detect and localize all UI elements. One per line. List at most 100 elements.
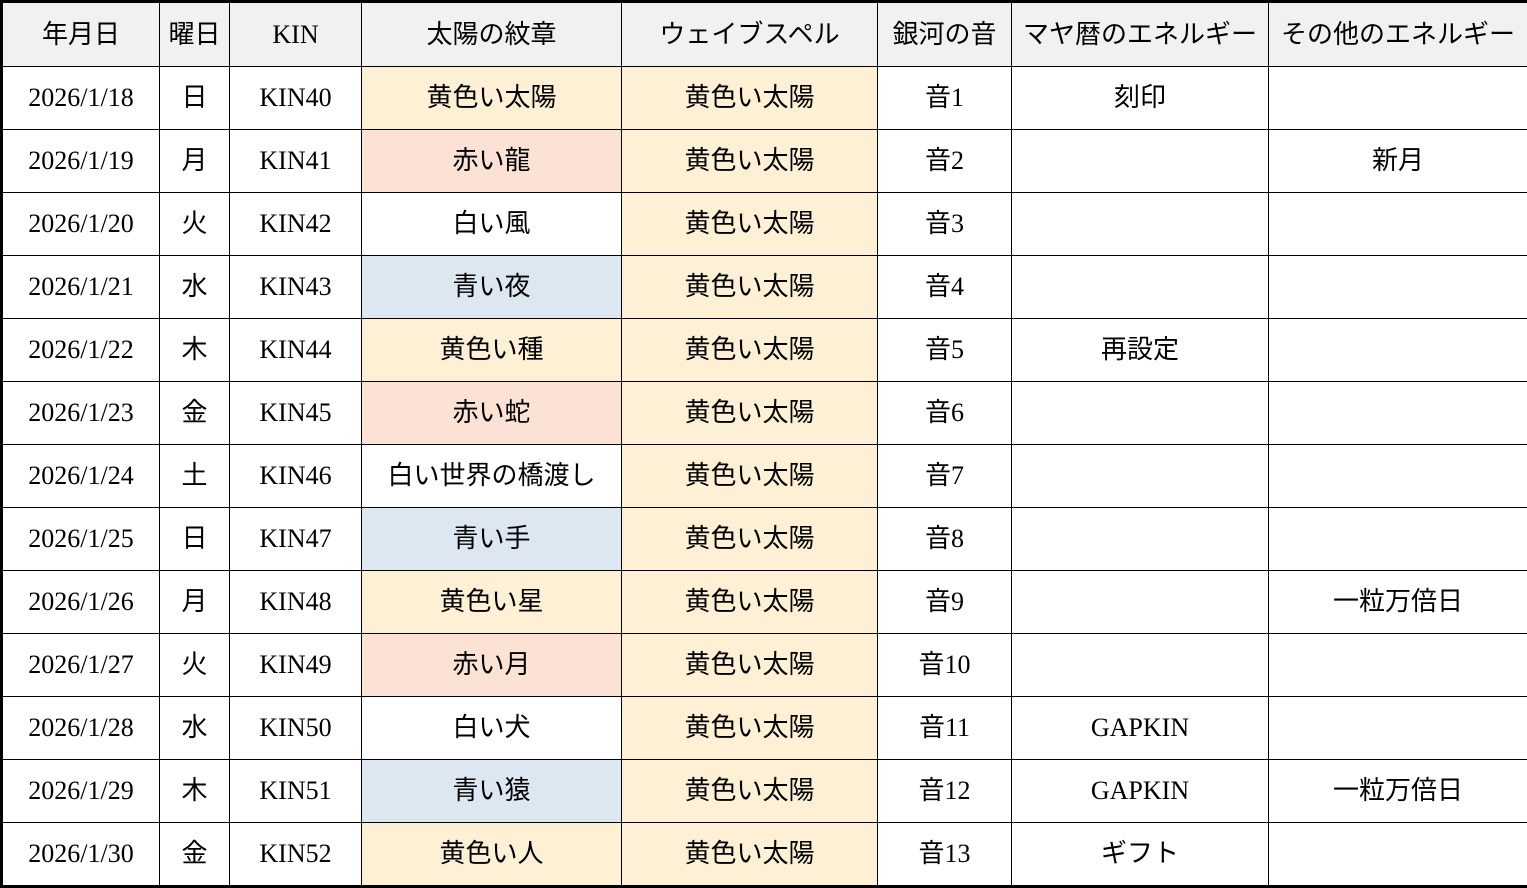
cell-kin: KIN51 — [230, 760, 362, 823]
cell-wavespell: 黄色い太陽 — [622, 445, 878, 508]
cell-day-of-week: 火 — [160, 634, 230, 697]
column-header-dow: 曜日 — [160, 2, 230, 67]
cell-kin: KIN43 — [230, 256, 362, 319]
cell-galactic-tone: 音9 — [878, 571, 1012, 634]
cell-wavespell: 黄色い太陽 — [622, 193, 878, 256]
cell-galactic-tone: 音5 — [878, 319, 1012, 382]
cell-wavespell: 黄色い太陽 — [622, 67, 878, 130]
cell-day-of-week: 木 — [160, 760, 230, 823]
cell-kin: KIN44 — [230, 319, 362, 382]
cell-day-of-week: 土 — [160, 445, 230, 508]
header-row: 年月日 曜日 KIN 太陽の紋章 ウェイブスペル 銀河の音 マヤ暦のエネルギー … — [2, 2, 1527, 67]
cell-date: 2026/1/25 — [2, 508, 160, 571]
cell-maya-energy — [1012, 571, 1269, 634]
cell-sun-seal: 青い夜 — [362, 256, 622, 319]
cell-maya-energy: GAPKIN — [1012, 760, 1269, 823]
cell-galactic-tone: 音6 — [878, 382, 1012, 445]
cell-sun-seal: 白い世界の橋渡し — [362, 445, 622, 508]
cell-other-energy: 一粒万倍日 — [1269, 760, 1527, 823]
cell-date: 2026/1/19 — [2, 130, 160, 193]
cell-other-energy: 新月 — [1269, 130, 1527, 193]
cell-wavespell: 黄色い太陽 — [622, 697, 878, 760]
table-header: 年月日 曜日 KIN 太陽の紋章 ウェイブスペル 銀河の音 マヤ暦のエネルギー … — [2, 2, 1527, 67]
cell-kin: KIN46 — [230, 445, 362, 508]
cell-other-energy — [1269, 697, 1527, 760]
cell-galactic-tone: 音10 — [878, 634, 1012, 697]
cell-other-energy — [1269, 319, 1527, 382]
cell-date: 2026/1/22 — [2, 319, 160, 382]
cell-date: 2026/1/20 — [2, 193, 160, 256]
cell-wavespell: 黄色い太陽 — [622, 760, 878, 823]
cell-date: 2026/1/28 — [2, 697, 160, 760]
cell-day-of-week: 月 — [160, 571, 230, 634]
column-header-maya: マヤ暦のエネルギー — [1012, 2, 1269, 67]
cell-maya-energy — [1012, 382, 1269, 445]
cell-sun-seal: 青い猿 — [362, 760, 622, 823]
cell-wavespell: 黄色い太陽 — [622, 130, 878, 193]
cell-day-of-week: 木 — [160, 319, 230, 382]
cell-wavespell: 黄色い太陽 — [622, 634, 878, 697]
cell-date: 2026/1/18 — [2, 67, 160, 130]
cell-kin: KIN50 — [230, 697, 362, 760]
cell-galactic-tone: 音2 — [878, 130, 1012, 193]
cell-date: 2026/1/24 — [2, 445, 160, 508]
cell-sun-seal: 白い風 — [362, 193, 622, 256]
cell-wavespell: 黄色い太陽 — [622, 256, 878, 319]
cell-other-energy — [1269, 508, 1527, 571]
cell-date: 2026/1/21 — [2, 256, 160, 319]
cell-maya-energy — [1012, 634, 1269, 697]
cell-maya-energy — [1012, 130, 1269, 193]
cell-maya-energy — [1012, 256, 1269, 319]
cell-kin: KIN41 — [230, 130, 362, 193]
cell-kin: KIN47 — [230, 508, 362, 571]
cell-other-energy — [1269, 382, 1527, 445]
cell-date: 2026/1/26 — [2, 571, 160, 634]
column-header-sun: 太陽の紋章 — [362, 2, 622, 67]
cell-maya-energy — [1012, 508, 1269, 571]
cell-date: 2026/1/29 — [2, 760, 160, 823]
cell-other-energy: 一粒万倍日 — [1269, 571, 1527, 634]
cell-sun-seal: 黄色い太陽 — [362, 67, 622, 130]
cell-sun-seal: 赤い月 — [362, 634, 622, 697]
cell-other-energy — [1269, 634, 1527, 697]
cell-kin: KIN48 — [230, 571, 362, 634]
cell-day-of-week: 水 — [160, 697, 230, 760]
cell-sun-seal: 青い手 — [362, 508, 622, 571]
cell-galactic-tone: 音8 — [878, 508, 1012, 571]
column-header-other: その他のエネルギー — [1269, 2, 1527, 67]
cell-day-of-week: 日 — [160, 508, 230, 571]
cell-sun-seal: 赤い龍 — [362, 130, 622, 193]
cell-kin: KIN49 — [230, 634, 362, 697]
column-header-wave: ウェイブスペル — [622, 2, 878, 67]
cell-kin: KIN45 — [230, 382, 362, 445]
cell-maya-energy — [1012, 193, 1269, 256]
column-header-date: 年月日 — [2, 2, 160, 67]
cell-other-energy — [1269, 445, 1527, 508]
cell-maya-energy — [1012, 445, 1269, 508]
column-header-kin: KIN — [230, 2, 362, 67]
cell-date: 2026/1/23 — [2, 382, 160, 445]
cell-kin: KIN42 — [230, 193, 362, 256]
cell-galactic-tone: 音12 — [878, 760, 1012, 823]
cell-other-energy — [1269, 193, 1527, 256]
cell-sun-seal: 黄色い星 — [362, 571, 622, 634]
cell-galactic-tone: 音4 — [878, 256, 1012, 319]
cell-sun-seal: 白い犬 — [362, 697, 622, 760]
cell-maya-energy: GAPKIN — [1012, 697, 1269, 760]
cell-wavespell: 黄色い太陽 — [622, 319, 878, 382]
cell-wavespell: 黄色い太陽 — [622, 382, 878, 445]
cell-day-of-week: 金 — [160, 382, 230, 445]
cell-galactic-tone: 音1 — [878, 67, 1012, 130]
column-header-tone: 銀河の音 — [878, 2, 1012, 67]
cell-sun-seal: 赤い蛇 — [362, 382, 622, 445]
